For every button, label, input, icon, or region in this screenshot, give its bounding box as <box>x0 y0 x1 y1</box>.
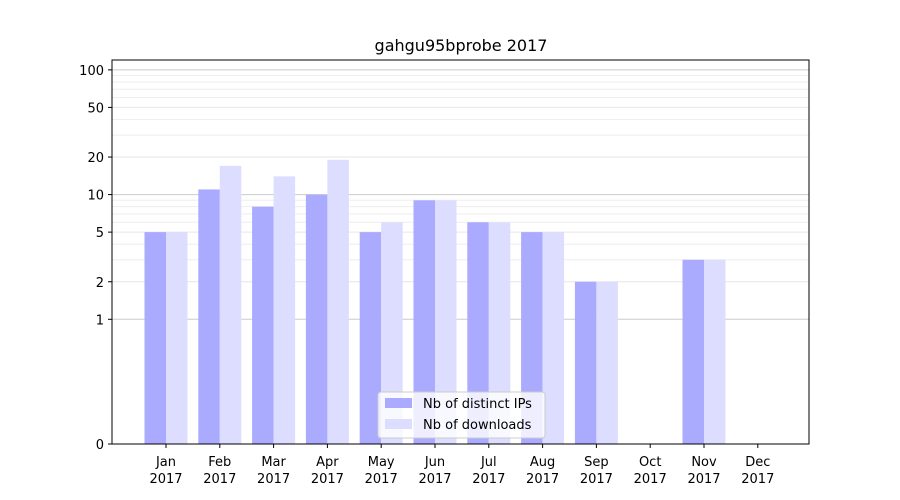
legend-label: Nb of downloads <box>423 418 532 433</box>
bar-downloads-jul <box>488 222 511 444</box>
x-tick-label-year: 2017 <box>203 472 236 487</box>
x-tick-label-month: Jan <box>155 455 176 470</box>
y-tick-label: 10 <box>87 189 104 204</box>
bar-distinct-ips-jun <box>413 200 435 444</box>
bars <box>144 159 726 444</box>
bar-distinct-ips-mar <box>252 206 274 444</box>
x-tick-label-year: 2017 <box>365 472 398 487</box>
x-tick-label-year: 2017 <box>418 472 451 487</box>
bar-downloads-may <box>381 222 403 444</box>
x-tick-label-month: Jul <box>480 455 497 470</box>
legend-swatch <box>385 419 412 429</box>
x-tick-label-month: Nov <box>691 455 717 470</box>
x-tick-label-month: Aug <box>530 455 555 470</box>
legend-swatch <box>385 398 412 408</box>
x-tick-label-month: May <box>368 455 395 470</box>
x-tick-label-month: Mar <box>261 455 286 470</box>
y-tick-label: 0 <box>96 438 104 453</box>
y-tick-label: 20 <box>87 151 104 166</box>
bar-downloads-jun <box>435 200 457 444</box>
bar-distinct-ips-aug <box>521 232 543 444</box>
x-tick-label-month: Feb <box>208 455 231 470</box>
bar-distinct-ips-jul <box>467 222 489 444</box>
y-tick-label: 1 <box>96 313 104 328</box>
x-tick-label-year: 2017 <box>580 472 613 487</box>
legend-box <box>377 391 546 439</box>
legend-label: Nb of distinct IPs <box>423 397 532 412</box>
x-tick-label-month: Apr <box>316 455 339 470</box>
y-tick-label: 100 <box>79 64 104 79</box>
bar-downloads-feb <box>219 165 242 444</box>
x-tick-label-year: 2017 <box>257 472 290 487</box>
x-tick-label-month: Sep <box>584 455 609 470</box>
x-tick-label-month: Jun <box>424 455 445 470</box>
bar-downloads-jan <box>166 232 188 444</box>
y-tick-label: 2 <box>96 276 104 291</box>
x-tick-label-year: 2017 <box>149 472 182 487</box>
legend: Nb of distinct IPs Nb of downloads <box>377 391 546 439</box>
x-tick-label-year: 2017 <box>526 472 559 487</box>
x-tick-label-year: 2017 <box>311 472 344 487</box>
y-tick-label: 50 <box>87 101 104 116</box>
x-tick-label-year: 2017 <box>687 472 720 487</box>
y-axis: 0 1 2 5 10 20 50 100 <box>79 64 112 453</box>
bar-downloads-nov <box>704 259 726 444</box>
x-tick-label-year: 2017 <box>741 472 774 487</box>
bar-downloads-apr <box>327 159 349 444</box>
bar-downloads-sep <box>596 281 618 444</box>
bar-distinct-ips-feb <box>198 189 220 444</box>
x-tick-label-year: 2017 <box>634 472 667 487</box>
x-tick-label-month: Dec <box>745 455 770 470</box>
plot-area-frame <box>111 59 810 445</box>
bar-distinct-ips-jan <box>144 232 166 444</box>
x-tick-label-month: Oct <box>639 455 661 470</box>
x-tick-label-year: 2017 <box>472 472 505 487</box>
y-tick-label: 5 <box>96 226 104 241</box>
bar-distinct-ips-sep <box>574 281 597 444</box>
bar-distinct-ips-apr <box>305 194 328 444</box>
bar-downloads-mar <box>273 176 296 444</box>
bar-distinct-ips-may <box>359 232 382 444</box>
chart-title: gahgu95bprobe 2017 <box>375 36 548 55</box>
bar-distinct-ips-nov <box>682 259 704 444</box>
bar-downloads-aug <box>542 232 565 444</box>
x-axis: Jan 2017 Feb 2017 Mar 2017 Apr 2017 May 2017 Jun 20… <box>149 444 774 487</box>
